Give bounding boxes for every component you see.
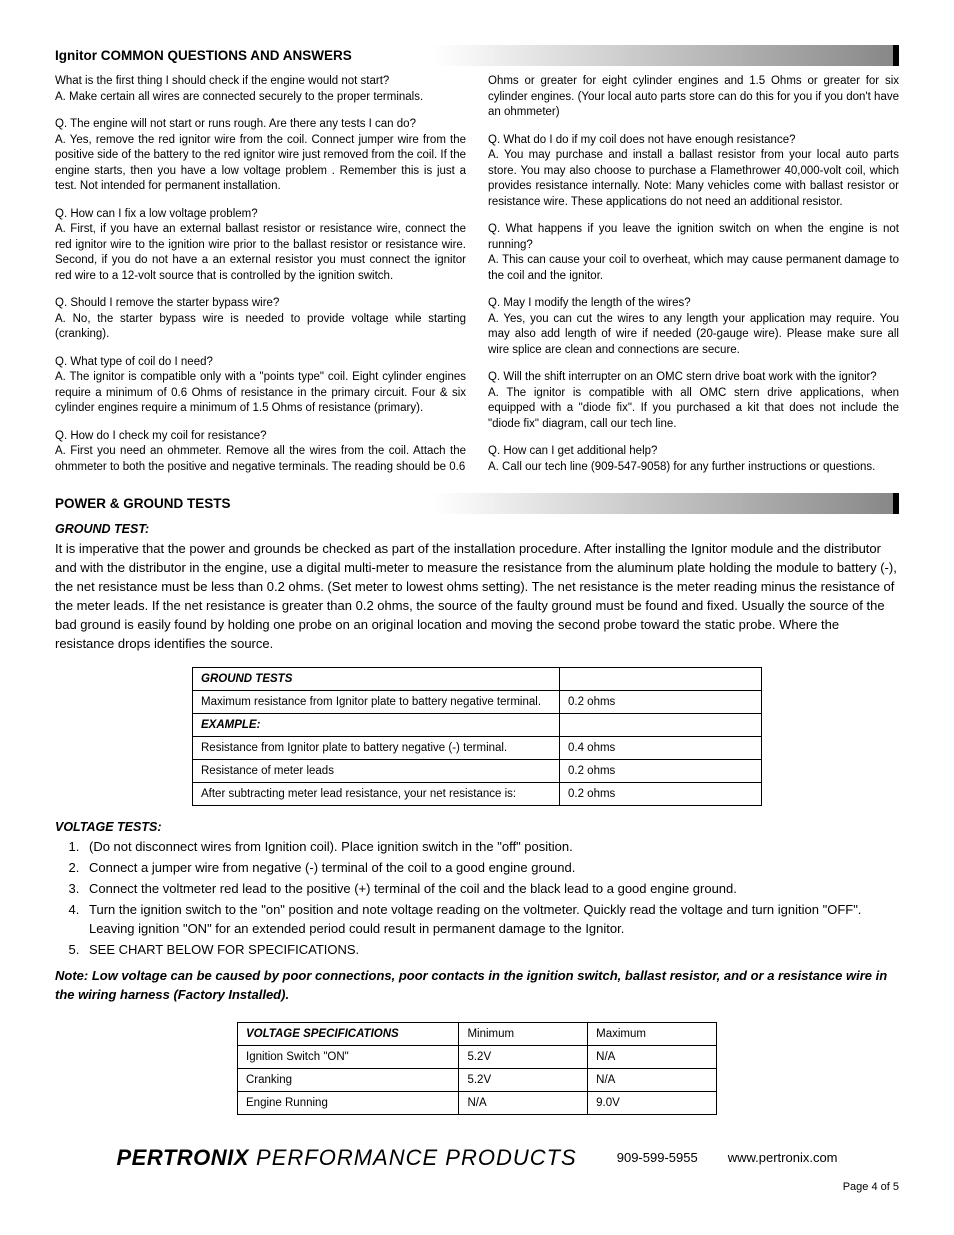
power-section-header: POWER & GROUND TESTS (55, 493, 899, 514)
table-header-cell: Minimum (459, 1022, 588, 1045)
table-cell: 5.2V (459, 1045, 588, 1068)
table-cell: N/A (588, 1045, 717, 1068)
ground-table-header: GROUND TESTS (193, 668, 560, 691)
table-cell: After subtracting meter lead resistance,… (193, 783, 560, 806)
table-row: After subtracting meter lead resistance,… (193, 783, 762, 806)
qa-block: Q. Will the shift interrupter on an OMC … (488, 370, 899, 432)
list-item: Connect a jumper wire from negative (-) … (83, 859, 899, 878)
brand-tagline: PERFORMANCE PRODUCTS (249, 1145, 577, 1170)
footer-phone: 909-599-5955 (617, 1150, 698, 1165)
list-item: Connect the voltmeter red lead to the po… (83, 880, 899, 899)
table-row: Cranking 5.2V N/A (238, 1068, 717, 1091)
table-cell: 0.2 ohms (560, 691, 762, 714)
qa-right-column: Ohms or greater for eight cylinder engin… (488, 74, 899, 487)
list-item: SEE CHART BELOW FOR SPECIFICATIONS. (83, 941, 899, 960)
brand-name: PERTRONIX (116, 1145, 248, 1170)
low-voltage-note: Note: Low voltage can be caused by poor … (55, 967, 899, 1003)
qa-block: Ohms or greater for eight cylinder engin… (488, 74, 899, 121)
table-row: Resistance of meter leads 0.2 ohms (193, 760, 762, 783)
qa-block: Q. How do I check my coil for resistance… (55, 429, 466, 476)
ground-test-heading: GROUND TEST: (55, 522, 899, 536)
voltage-tests-heading: VOLTAGE TESTS: (55, 820, 899, 834)
table-row: EXAMPLE: (193, 714, 762, 737)
qa-columns: What is the first thing I should check i… (55, 74, 899, 487)
table-row: Engine Running N/A 9.0V (238, 1091, 717, 1114)
table-cell: Ignition Switch "ON" (238, 1045, 459, 1068)
brand-logo: PERTRONIX PERFORMANCE PRODUCTS (116, 1145, 576, 1171)
voltage-steps-list: (Do not disconnect wires from Ignition c… (55, 838, 899, 959)
list-item: Turn the ignition switch to the "on" pos… (83, 901, 899, 939)
table-row: GROUND TESTS (193, 668, 762, 691)
table-cell: 0.2 ohms (560, 760, 762, 783)
table-cell: 0.4 ohms (560, 737, 762, 760)
page-number: Page 4 of 5 (55, 1181, 899, 1193)
qa-block: Q. Should I remove the starter bypass wi… (55, 296, 466, 343)
qa-left-column: What is the first thing I should check i… (55, 74, 466, 487)
qa-block: Q. What happens if you leave the ignitio… (488, 222, 899, 284)
table-cell: Maximum resistance from Ignitor plate to… (193, 691, 560, 714)
table-cell: Resistance of meter leads (193, 760, 560, 783)
ground-tests-table: GROUND TESTS Maximum resistance from Ign… (192, 667, 762, 806)
voltage-spec-table: VOLTAGE SPECIFICATIONS Minimum Maximum I… (237, 1022, 717, 1115)
qa-section-header: Ignitor COMMON QUESTIONS AND ANSWERS (55, 45, 899, 66)
table-cell (560, 668, 762, 691)
table-row: Resistance from Ignitor plate to battery… (193, 737, 762, 760)
qa-block: Q. How can I get additional help?A. Call… (488, 444, 899, 475)
table-cell: N/A (588, 1068, 717, 1091)
table-header-cell: Maximum (588, 1022, 717, 1045)
table-cell: Engine Running (238, 1091, 459, 1114)
table-cell: 0.2 ohms (560, 783, 762, 806)
qa-block: Q. What do I do if my coil does not have… (488, 133, 899, 211)
example-label: EXAMPLE: (193, 714, 560, 737)
table-cell: Cranking (238, 1068, 459, 1091)
table-row: VOLTAGE SPECIFICATIONS Minimum Maximum (238, 1022, 717, 1045)
table-cell: Resistance from Ignitor plate to battery… (193, 737, 560, 760)
table-row: Ignition Switch "ON" 5.2V N/A (238, 1045, 717, 1068)
table-cell: 5.2V (459, 1068, 588, 1091)
footer-url: www.pertronix.com (728, 1150, 838, 1165)
qa-block: Q. May I modify the length of the wires?… (488, 296, 899, 358)
table-cell (560, 714, 762, 737)
page-footer: PERTRONIX PERFORMANCE PRODUCTS 909-599-5… (55, 1145, 899, 1171)
table-row: Maximum resistance from Ignitor plate to… (193, 691, 762, 714)
ground-test-text: It is imperative that the power and grou… (55, 540, 899, 653)
qa-block: Q. How can I fix a low voltage problem?A… (55, 207, 466, 285)
list-item: (Do not disconnect wires from Ignition c… (83, 838, 899, 857)
table-header-cell: VOLTAGE SPECIFICATIONS (238, 1022, 459, 1045)
table-cell: N/A (459, 1091, 588, 1114)
table-cell: 9.0V (588, 1091, 717, 1114)
qa-block: Q. The engine will not start or runs rou… (55, 117, 466, 195)
qa-block: Q. What type of coil do I need?A. The ig… (55, 355, 466, 417)
qa-block: What is the first thing I should check i… (55, 74, 466, 105)
